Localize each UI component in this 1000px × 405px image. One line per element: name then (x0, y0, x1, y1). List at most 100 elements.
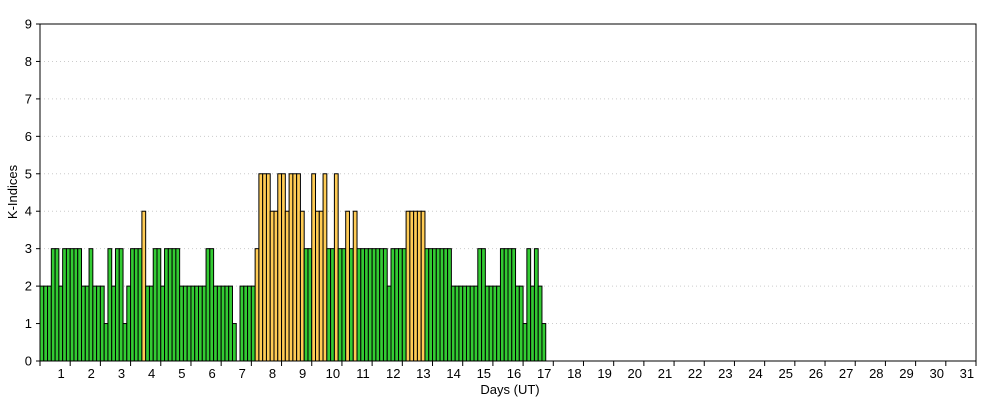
k-index-bar (262, 173, 267, 362)
k-index-bar (141, 210, 147, 362)
k-index-bar (167, 248, 173, 362)
k-index-bar (247, 285, 252, 362)
x-tick-label: 29 (899, 366, 913, 381)
k-index-bar (148, 285, 154, 362)
k-index-bar (209, 248, 215, 362)
y-tick-label: 2 (25, 279, 32, 294)
k-index-bar (447, 248, 452, 362)
k-index-bar (186, 285, 192, 362)
k-index-bar (375, 248, 381, 362)
k-index-bar (65, 248, 71, 362)
y-tick-label: 7 (25, 91, 32, 106)
k-index-bar (50, 248, 56, 362)
k-index-bar (356, 248, 362, 362)
k-index-bar (130, 248, 135, 362)
x-tick-label: 19 (597, 366, 611, 381)
x-tick-label: 20 (628, 366, 642, 381)
k-index-bar (420, 210, 426, 362)
k-index-bar (77, 248, 83, 362)
x-tick-label: 30 (929, 366, 943, 381)
k-index-bar (537, 285, 543, 362)
k-index-bar (477, 248, 483, 362)
k-index-bar (175, 248, 181, 362)
k-index-bar (81, 285, 86, 362)
k-index-bar (518, 285, 524, 362)
k-index-bar (224, 285, 230, 362)
k-index-bar (526, 248, 532, 362)
k-index-bar (220, 285, 226, 362)
x-tick-label: 3 (118, 366, 125, 381)
k-index-bar (84, 285, 90, 362)
k-index-bar (484, 285, 490, 362)
k-index-bar (352, 210, 358, 362)
k-index-bar (118, 248, 124, 362)
k-index-bar (243, 285, 249, 362)
k-index-bar (205, 248, 211, 362)
x-tick-label: 8 (269, 366, 276, 381)
k-index-bar (107, 248, 113, 362)
k-index-bar (530, 285, 535, 362)
k-index-bar (307, 248, 313, 362)
k-index-bar (284, 210, 290, 362)
k-index-bar (190, 285, 196, 362)
k-index-bar (164, 248, 169, 362)
x-tick-label: 9 (299, 366, 306, 381)
x-tick-label: 16 (507, 366, 521, 381)
x-tick-label: 14 (446, 366, 460, 381)
k-index-bar (432, 248, 437, 362)
x-tick-label: 2 (88, 366, 95, 381)
x-tick-label: 23 (718, 366, 732, 381)
k-index-bar (103, 323, 109, 362)
x-axis-label: Days (UT) (480, 382, 539, 397)
k-index-bar (522, 323, 528, 362)
k-index-bar (231, 323, 237, 362)
k-index-bar (265, 173, 271, 362)
k-index-bar (216, 285, 222, 362)
k-index-bar (179, 285, 184, 362)
x-axis-ticks: 1 2 3 4 5 6 7 8 9 10 11 12 13 14 15 16 17 18 19 20 21 22 23 24 2… (39, 361, 977, 381)
k-index-bar (458, 285, 464, 362)
k-index-bar (47, 285, 52, 362)
k-index-bar (333, 173, 339, 362)
k-index-bar (454, 285, 460, 362)
k-index-bar (462, 285, 467, 362)
k-index-bar (488, 285, 494, 362)
x-tick-label: 28 (869, 366, 883, 381)
k-index-bar (416, 210, 422, 362)
k-index-bar (250, 285, 256, 362)
k-index-bar (137, 248, 143, 362)
x-tick-label: 17 (537, 366, 551, 381)
k-index-bar (481, 248, 486, 362)
k-index-bar (360, 248, 366, 362)
y-tick-label: 5 (25, 166, 32, 181)
k-index-bar (371, 248, 377, 362)
k-index-bar (541, 323, 547, 362)
x-tick-label: 18 (567, 366, 581, 381)
k-index-bar (73, 248, 79, 362)
k-index-bar (367, 248, 373, 362)
y-tick-label: 9 (25, 17, 32, 32)
k-index-bar (43, 285, 49, 362)
k-index-bar (39, 285, 45, 362)
k-index-bar (405, 210, 411, 362)
k-index-bar (122, 323, 128, 362)
x-tick-label: 25 (779, 366, 793, 381)
k-index-bar (401, 248, 407, 362)
k-index-bar (341, 248, 347, 362)
k-index-bar (465, 285, 471, 362)
k-index-bar (382, 248, 388, 362)
x-tick-label: 13 (416, 366, 430, 381)
k-index-bar (326, 248, 332, 362)
k-index-bar (439, 248, 445, 362)
k-index-bar (292, 173, 298, 362)
y-tick-label: 0 (25, 354, 32, 369)
k-index-bar (315, 210, 320, 362)
k-index-bar (96, 285, 101, 362)
x-tick-label: 7 (239, 366, 246, 381)
k-index-bar (473, 285, 479, 362)
k-index-bar (499, 248, 505, 362)
k-index-bar (277, 173, 283, 362)
k-index-bar (299, 210, 305, 362)
